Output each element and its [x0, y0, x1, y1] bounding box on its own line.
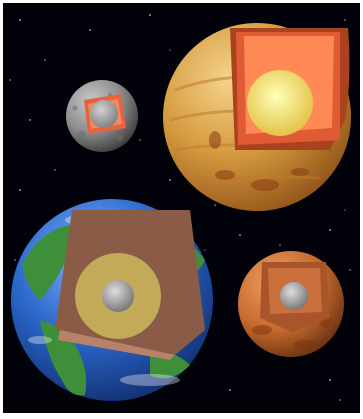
- mars-planet: [238, 251, 344, 357]
- venus-cutaway: [230, 28, 349, 150]
- mercury-planet: [66, 80, 138, 152]
- earth-cutaway: [55, 210, 205, 360]
- venus-planet: [163, 23, 351, 211]
- mercury-cutaway: [84, 94, 126, 134]
- mars-cutaway: [260, 262, 330, 332]
- earth-planet: [11, 199, 213, 401]
